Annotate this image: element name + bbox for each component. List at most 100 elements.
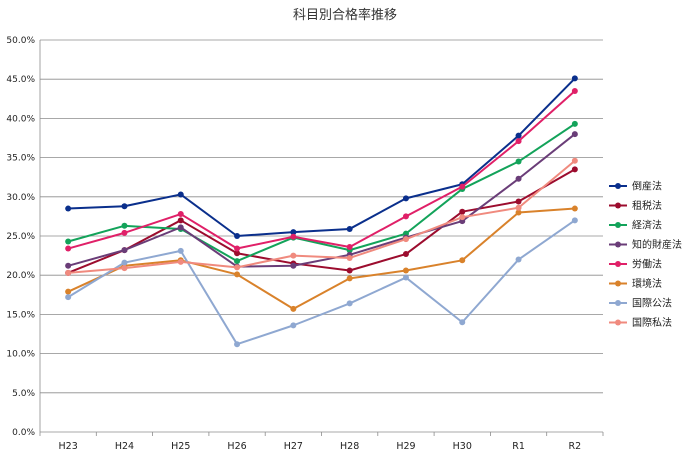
data-point bbox=[571, 205, 578, 212]
legend-label: 経済法 bbox=[632, 219, 662, 232]
y-tick-label: 25.0% bbox=[6, 232, 35, 242]
y-tick-label: 45.0% bbox=[6, 75, 35, 85]
data-point bbox=[234, 233, 241, 239]
y-tick-label: 50.0% bbox=[6, 36, 35, 46]
data-point bbox=[346, 243, 353, 250]
legend-swatch-marker bbox=[615, 241, 621, 248]
legend-label: 環境法 bbox=[632, 277, 662, 290]
data-point bbox=[571, 131, 578, 138]
legend-item: 倒産法 bbox=[609, 180, 662, 193]
chart-title: 科目別合格率推移 bbox=[293, 7, 397, 23]
data-point bbox=[571, 120, 578, 127]
data-point bbox=[459, 208, 466, 215]
data-point bbox=[402, 274, 409, 281]
x-tick-label: H24 bbox=[115, 441, 134, 452]
series-6 bbox=[65, 205, 578, 312]
series-7 bbox=[65, 217, 578, 348]
y-axis-ticks: 0.0% 5.0% 10.0% 15.0% 20.0% 25.0% 30.0% 35.0% 40… bbox=[6, 36, 35, 438]
data-point bbox=[346, 267, 353, 274]
legend-swatch-marker bbox=[615, 183, 621, 189]
x-tick-label: R2 bbox=[569, 441, 582, 452]
data-point bbox=[234, 245, 241, 252]
data-point bbox=[402, 251, 409, 258]
x-tick-label: H25 bbox=[171, 441, 190, 452]
data-point bbox=[515, 132, 522, 139]
data-point bbox=[65, 288, 72, 295]
data-point bbox=[290, 233, 297, 240]
legend-swatch-marker bbox=[615, 261, 621, 267]
legend-item: 国際公法 bbox=[609, 297, 672, 310]
data-point bbox=[234, 250, 241, 257]
legend-swatch-marker bbox=[615, 319, 621, 326]
series-line bbox=[68, 159, 576, 274]
data-point bbox=[121, 229, 128, 236]
data-point bbox=[571, 217, 578, 224]
legend-swatch-marker bbox=[615, 300, 621, 306]
data-point bbox=[402, 213, 409, 220]
series-line bbox=[67, 219, 576, 346]
data-point bbox=[290, 322, 297, 329]
legend-item: 国際私法 bbox=[609, 316, 672, 329]
data-point bbox=[571, 166, 578, 173]
x-tick-label: H30 bbox=[453, 441, 472, 452]
data-point bbox=[346, 275, 353, 282]
legend-label: 租税法 bbox=[632, 199, 662, 212]
legend-label: 倒産法 bbox=[632, 180, 662, 193]
legend-label: 国際公法 bbox=[632, 297, 672, 310]
series-line bbox=[67, 133, 576, 268]
data-point bbox=[121, 203, 128, 210]
x-tick-label: H29 bbox=[396, 441, 415, 452]
legend-item: 経済法 bbox=[609, 219, 662, 232]
legend-label: 労働法 bbox=[632, 258, 662, 271]
data-point bbox=[459, 257, 466, 264]
legend-item: 環境法 bbox=[609, 277, 662, 290]
data-point bbox=[290, 305, 297, 312]
data-point bbox=[571, 87, 578, 94]
data-point bbox=[65, 245, 72, 252]
data-point bbox=[234, 271, 241, 278]
data-point bbox=[346, 254, 353, 261]
x-tick-label: H23 bbox=[59, 441, 78, 452]
grid-lines bbox=[39, 39, 604, 436]
data-point bbox=[65, 262, 72, 269]
data-point bbox=[65, 238, 72, 245]
data-point bbox=[515, 204, 522, 211]
data-point bbox=[65, 205, 72, 212]
data-point bbox=[515, 198, 522, 205]
data-point bbox=[177, 217, 184, 224]
data-point bbox=[177, 191, 184, 198]
data-point bbox=[402, 195, 409, 202]
x-tick-label: R1 bbox=[512, 441, 525, 452]
data-point bbox=[234, 264, 241, 271]
data-point bbox=[459, 183, 466, 190]
legend-item: 労働法 bbox=[609, 258, 662, 271]
series-line bbox=[67, 123, 576, 263]
data-point bbox=[177, 224, 184, 231]
series-group bbox=[65, 75, 578, 348]
y-tick-label: 35.0% bbox=[6, 154, 35, 164]
data-point bbox=[515, 158, 522, 165]
data-point bbox=[121, 247, 128, 254]
x-axis-ticks: H23 H24 H25 H26 H27 H28 H29 H30 R1 R2 bbox=[59, 441, 582, 452]
data-point bbox=[515, 175, 522, 182]
legend-item: 知的財産法 bbox=[609, 238, 682, 251]
series-line bbox=[67, 168, 576, 274]
data-point bbox=[459, 319, 466, 326]
data-point bbox=[571, 75, 578, 82]
legend-item: 租税法 bbox=[609, 199, 662, 212]
data-point bbox=[515, 209, 522, 216]
series-1 bbox=[65, 75, 578, 239]
x-tick-label: H27 bbox=[284, 441, 303, 452]
legend-swatch-marker bbox=[615, 280, 621, 287]
data-point bbox=[65, 269, 72, 276]
y-tick-label: 30.0% bbox=[6, 193, 35, 203]
series-line bbox=[67, 90, 576, 250]
series-line bbox=[68, 77, 576, 237]
series-8 bbox=[65, 157, 578, 276]
data-point bbox=[121, 259, 128, 266]
data-point bbox=[121, 222, 128, 229]
y-tick-label: 0.0% bbox=[12, 428, 35, 438]
legend-label: 国際私法 bbox=[632, 316, 672, 329]
series-line bbox=[67, 207, 575, 310]
data-point bbox=[515, 138, 522, 145]
